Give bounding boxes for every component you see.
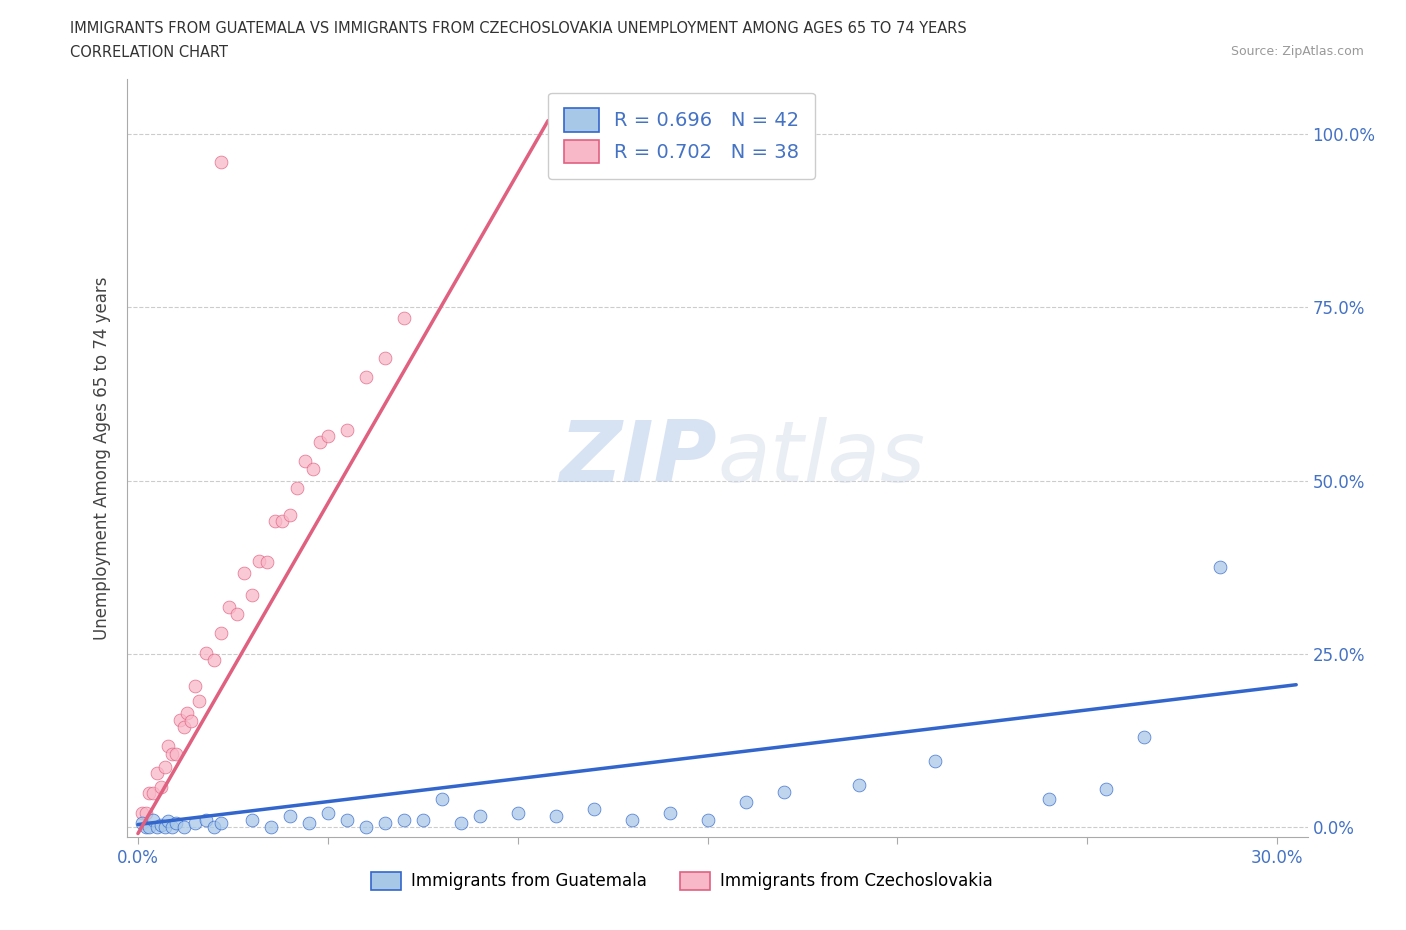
Point	[211, 816, 233, 830]
Y-axis label: Unemployment Among Ages 65 to 74 years: Unemployment Among Ages 65 to 74 years	[93, 276, 111, 640]
Text: Source: ZipAtlas.com: Source: ZipAtlas.com	[1230, 45, 1364, 58]
Point	[131, 805, 153, 820]
Point	[153, 819, 176, 834]
Point	[157, 738, 180, 753]
Point	[233, 565, 256, 580]
Point	[142, 786, 165, 801]
Point	[1133, 729, 1156, 744]
Point	[180, 713, 202, 728]
Point	[173, 819, 195, 834]
Point	[316, 428, 339, 443]
Point	[211, 154, 233, 169]
Point	[734, 795, 756, 810]
Point	[260, 819, 283, 834]
Point	[1095, 781, 1118, 796]
Point	[263, 513, 285, 528]
Text: CORRELATION CHART: CORRELATION CHART	[70, 45, 228, 60]
Point	[354, 819, 377, 834]
Point	[374, 816, 396, 830]
Point	[301, 461, 323, 476]
Point	[430, 791, 453, 806]
Point	[165, 747, 187, 762]
Point	[135, 806, 157, 821]
Point	[160, 746, 183, 761]
Point	[848, 777, 870, 792]
Point	[146, 819, 169, 834]
Point	[173, 720, 195, 735]
Point	[544, 809, 567, 824]
Point	[1209, 560, 1232, 575]
Point	[184, 816, 207, 830]
Point	[240, 812, 263, 827]
Point	[218, 599, 240, 614]
Legend: Immigrants from Guatemala, Immigrants from Czechoslovakia: Immigrants from Guatemala, Immigrants fr…	[364, 865, 1000, 897]
Point	[157, 814, 180, 829]
Point	[138, 819, 160, 834]
Point	[240, 587, 263, 602]
Point	[336, 812, 359, 827]
Point	[392, 311, 415, 325]
Point	[142, 812, 165, 827]
Point	[336, 423, 359, 438]
Point	[658, 805, 681, 820]
Point	[169, 712, 191, 727]
Point	[468, 809, 491, 824]
Point	[1038, 791, 1060, 806]
Point	[138, 786, 160, 801]
Point	[131, 816, 153, 830]
Point	[256, 554, 278, 569]
Point	[278, 508, 301, 523]
Point	[582, 802, 605, 817]
Point	[271, 514, 294, 529]
Point	[153, 759, 176, 774]
Point	[149, 817, 172, 832]
Point	[160, 819, 183, 834]
Point	[184, 679, 207, 694]
Point	[309, 434, 332, 449]
Point	[696, 812, 718, 827]
Point	[202, 653, 225, 668]
Point	[195, 812, 218, 827]
Point	[195, 645, 218, 660]
Point	[187, 693, 209, 708]
Point	[412, 812, 434, 827]
Point	[249, 553, 271, 568]
Point	[211, 626, 233, 641]
Point	[202, 819, 225, 834]
Point	[924, 753, 946, 768]
Point	[620, 812, 643, 827]
Point	[149, 779, 172, 794]
Point	[392, 812, 415, 827]
Point	[135, 819, 157, 834]
Point	[165, 816, 187, 830]
Text: ZIP: ZIP	[560, 417, 717, 499]
Point	[294, 454, 316, 469]
Text: atlas: atlas	[717, 417, 925, 499]
Point	[772, 785, 794, 800]
Point	[450, 816, 472, 830]
Point	[278, 809, 301, 824]
Point	[316, 805, 339, 820]
Point	[146, 765, 169, 780]
Point	[374, 351, 396, 365]
Text: IMMIGRANTS FROM GUATEMALA VS IMMIGRANTS FROM CZECHOSLOVAKIA UNEMPLOYMENT AMONG A: IMMIGRANTS FROM GUATEMALA VS IMMIGRANTS …	[70, 21, 967, 36]
Point	[298, 816, 321, 830]
Point	[225, 606, 247, 621]
Point	[176, 706, 198, 721]
Point	[354, 369, 377, 384]
Point	[506, 805, 529, 820]
Point	[287, 481, 309, 496]
